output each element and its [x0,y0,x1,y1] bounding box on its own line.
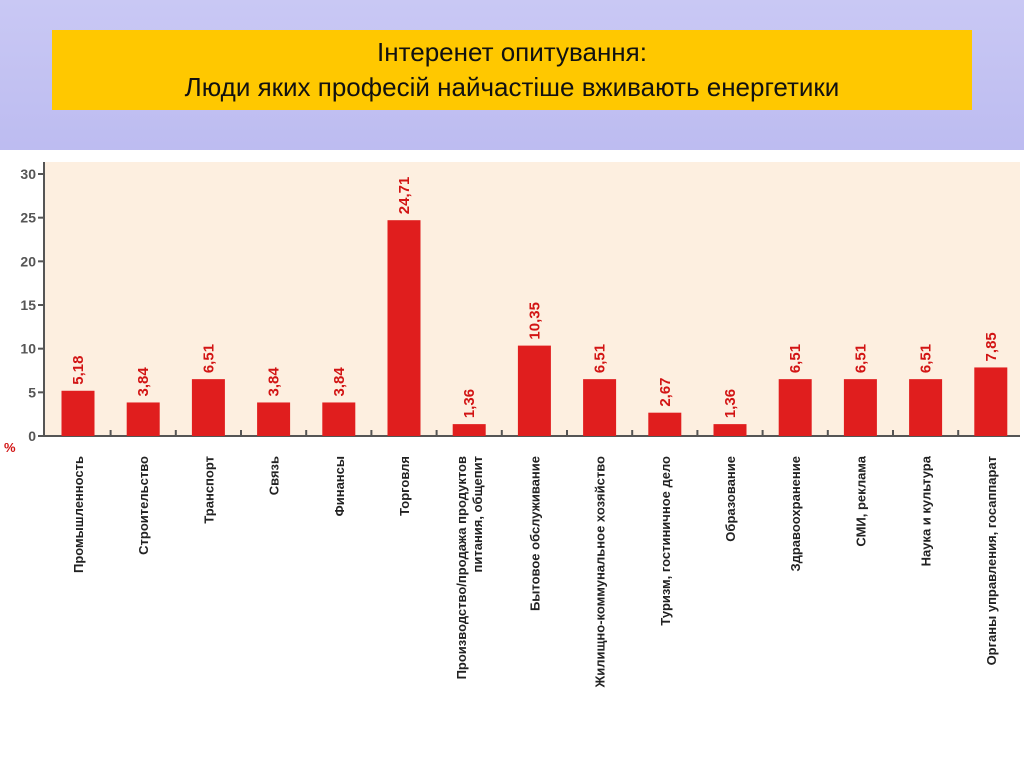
y-tick-label: 25 [20,210,36,226]
category-label: Торговля [397,456,412,516]
category-label: Бытовое обслуживание [527,456,542,611]
category-label: Транспорт [201,456,216,524]
bar [648,412,682,436]
category-label: питания, общепит [470,456,485,572]
bar [713,424,747,436]
category-label: Финансы [332,456,347,516]
data-label: 6,51 [200,344,217,373]
y-tick-label: 10 [20,341,36,357]
data-label: 24,71 [396,177,413,215]
bar [387,220,421,436]
category-label: СМИ, реклама [853,455,868,546]
data-label: 6,51 [918,344,935,373]
title-box: Інтеренет опитування: Люди яких професій… [52,30,972,110]
data-label: 1,36 [461,389,478,418]
bar [126,402,160,436]
category-label: Жилищно-коммунальное хозяйство [593,456,608,689]
bar [583,379,617,436]
category-label: Образование [723,456,738,542]
category-label: Строительство [136,456,151,555]
data-label: 3,84 [135,367,152,397]
bar [191,379,225,436]
title-line-2: Люди яких професій найчастіше вживають е… [184,72,840,102]
y-unit-label: % [4,440,16,455]
category-label: Органы управления, госаппарат [984,456,999,665]
category-label: Производство/продажа продуктов [454,456,469,679]
category-label: Здравоохранение [788,456,803,572]
y-tick-label: 30 [20,166,36,182]
title-line-1: Інтеренет опитування: [377,37,647,67]
category-label: Связь [267,456,282,495]
y-tick-label: 20 [20,253,36,269]
data-label: 1,36 [722,389,739,418]
y-tick-label: 5 [28,384,36,400]
bar [61,390,95,436]
bar [322,402,356,436]
bar [452,424,486,436]
bar [974,367,1008,436]
bar [257,402,291,436]
data-label: 2,67 [657,377,674,406]
bar-chart: 0 5 10 15 20 25 30% 5,18 Промышленность 3,84 Строи… [4,162,1020,689]
data-label: 5,18 [70,356,87,385]
data-label: 6,51 [592,344,609,373]
data-label: 3,84 [331,367,348,397]
y-tick-label: 15 [20,297,36,313]
bar [843,379,877,436]
data-label: 10,35 [526,302,543,340]
category-label: Промышленность [71,456,86,573]
data-label: 6,51 [852,344,869,373]
bar [778,379,812,436]
data-label: 3,84 [266,367,283,397]
bar [909,379,943,436]
chart-panel: 0 5 10 15 20 25 30% 5,18 Промышленность 3,84 Строи… [0,150,1024,768]
category-label: Туризм, гостиничное дело [658,456,673,626]
data-label: 7,85 [983,332,1000,361]
y-tick-label: 0 [28,428,36,444]
data-label: 6,51 [787,344,804,373]
category-label: Наука и культура [919,455,934,566]
bar [517,345,551,436]
